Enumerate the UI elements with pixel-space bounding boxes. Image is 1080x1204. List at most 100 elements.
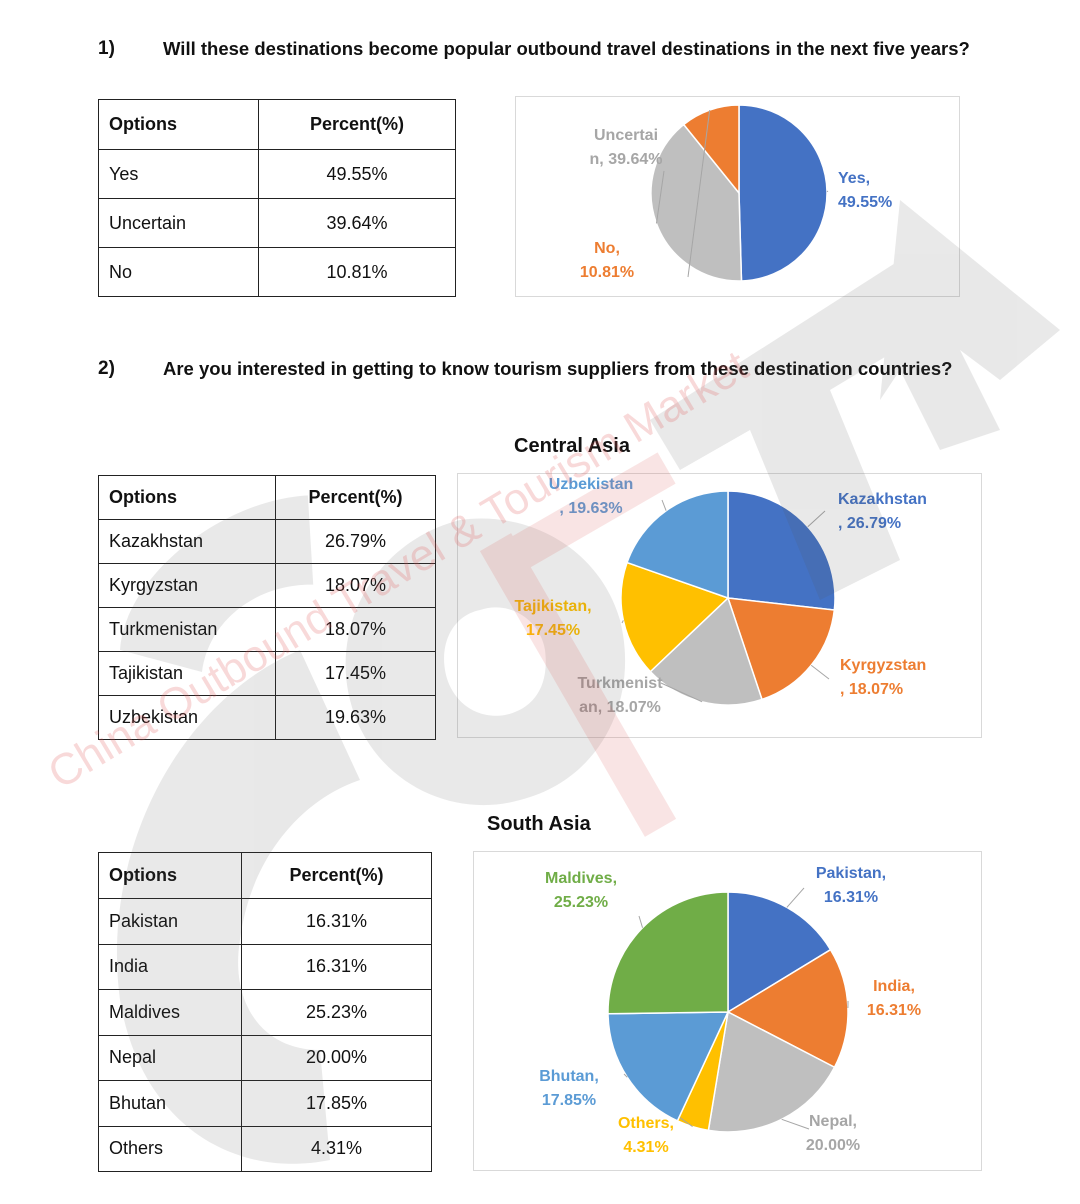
south-asia-table: Options Percent(%) Pakistan 16.31% India 16… [98, 852, 432, 1172]
option-percent: 49.55% [258, 149, 456, 199]
south-asia-title: South Asia [487, 813, 591, 835]
option-label: Pakistan [98, 898, 242, 945]
central-asia-pie-svg: Kazakhstan , 26.79% Kyrgyzstan , 18.07% Turk… [514, 476, 927, 716]
data-label-line: India, [873, 978, 915, 995]
options-header: Options [98, 852, 242, 899]
data-label-line: Yes, [838, 170, 870, 187]
table-row: Turkmenistan 18.07% [98, 607, 436, 652]
question-2-number: 2) [98, 358, 115, 379]
data-label: Uncertai n, 39.64% [590, 127, 663, 168]
option-percent: 10.81% [258, 247, 456, 297]
option-percent: 19.63% [275, 695, 436, 740]
data-label: Nepal, 20.00% [806, 1113, 860, 1154]
option-label: Tajikistan [98, 651, 276, 696]
leader-line [660, 682, 703, 703]
option-label: India [98, 943, 242, 990]
option-percent: 18.07% [275, 563, 436, 608]
data-label-line: , 19.63% [559, 500, 622, 517]
option-label: Yes [98, 149, 259, 199]
data-label: Kyrgyzstan , 18.07% [840, 657, 926, 698]
option-percent: 4.31% [241, 1125, 432, 1172]
leader-line [638, 915, 644, 928]
data-label: Pakistan, 16.31% [816, 865, 886, 906]
data-label-line: 16.31% [867, 1002, 921, 1019]
question-2-text: Are you interested in getting to know to… [163, 358, 953, 379]
leader-line [786, 887, 805, 908]
table-row: India 16.31% [98, 943, 432, 990]
option-label: Others [98, 1125, 242, 1172]
table-row: Others 4.31% [98, 1125, 432, 1172]
option-percent: 17.85% [241, 1080, 432, 1127]
table-row: Nepal 20.00% [98, 1034, 432, 1081]
question-1-text: Will these destinations become popular o… [163, 38, 970, 59]
table-row: Bhutan 17.85% [98, 1080, 432, 1127]
question-1-number: 1) [98, 38, 115, 59]
data-label: Bhutan, 17.85% [539, 1068, 599, 1109]
pie-slice-nepal [707, 1010, 836, 1133]
data-label-line: Bhutan, [539, 1068, 599, 1085]
data-label-line: Kyrgyzstan [840, 657, 926, 674]
option-label: Nepal [98, 1034, 242, 1081]
option-label: Bhutan [98, 1080, 242, 1127]
option-label: Turkmenistan [98, 607, 276, 652]
table-row: Maldives 25.23% [98, 989, 432, 1036]
central-asia-pie-chart: Kazakhstan , 26.79% Kyrgyzstan , 18.07% Turk… [457, 473, 982, 738]
pie-slice-no [682, 104, 740, 196]
data-label: Tajikistan, 17.45% [514, 598, 591, 639]
leader-line [623, 1073, 628, 1078]
data-label-line: 49.55% [838, 194, 892, 211]
data-label: Yes, 49.55% [838, 170, 892, 211]
data-label: Turkmenist an, 18.07% [577, 675, 663, 716]
option-percent: 17.45% [275, 651, 436, 696]
data-label-line: 17.45% [526, 622, 580, 639]
data-label-line: 25.23% [554, 894, 608, 911]
leader-line [826, 190, 829, 193]
data-label-line: Others, [618, 1115, 674, 1132]
q1-options-table: Options Percent(%) Yes 49.55% Uncertain 39.… [98, 99, 456, 297]
data-label-line: 16.31% [824, 889, 878, 906]
percent-header: Percent(%) [275, 475, 436, 520]
table-row: Uncertain 39.64% [98, 198, 456, 248]
option-percent: 20.00% [241, 1034, 432, 1081]
table-row: No 10.81% [98, 247, 456, 297]
option-percent: 18.07% [275, 607, 436, 652]
data-label-line: , 18.07% [840, 681, 903, 698]
pie-slice-yes [738, 104, 828, 282]
data-label-line: , 26.79% [838, 515, 901, 532]
data-label-line: 20.00% [806, 1137, 860, 1154]
table-row: Pakistan 16.31% [98, 898, 432, 945]
data-label: Uzbekistan , 19.63% [549, 476, 633, 517]
data-label: No, 10.81% [580, 240, 634, 281]
leader-line [661, 499, 667, 511]
table-row: Yes 49.55% [98, 149, 456, 199]
leader-line [781, 1118, 810, 1130]
leader-line [810, 664, 830, 680]
option-label: Maldives [98, 989, 242, 1036]
pie-slice-bhutan [607, 1011, 730, 1122]
data-label-line: n, 39.64% [590, 151, 663, 168]
table-row: Kazakhstan 26.79% [98, 519, 436, 564]
leader-line [687, 109, 711, 278]
leader-line [621, 620, 624, 624]
options-header: Options [98, 99, 259, 150]
percent-header: Percent(%) [258, 99, 456, 150]
data-label-line: Maldives, [545, 870, 617, 887]
data-label-line: Kazakhstan [838, 491, 927, 508]
data-label: Others, 4.31% [618, 1115, 674, 1156]
south-asia-pie-svg: Pakistan, 16.31% India, 16.31% Nepal, 20.00% O… [539, 865, 921, 1156]
data-label-line: Nepal, [809, 1113, 857, 1130]
option-percent: 16.31% [241, 943, 432, 990]
pie-slice-kazakhstan [727, 490, 836, 611]
option-percent: 16.31% [241, 898, 432, 945]
data-label-line: No, [594, 240, 620, 257]
pie-slice-pakistan [727, 891, 832, 1014]
pie-slice-india [726, 948, 849, 1069]
central-asia-title: Central Asia [514, 435, 630, 457]
option-label: Uzbekistan [98, 695, 276, 740]
data-label: India, 16.31% [867, 978, 921, 1019]
option-label: Uncertain [98, 198, 259, 248]
q1-pie-chart: Yes, 49.55% Uncertai n, 39.64% No, 10.81% [515, 96, 960, 297]
q1-pie-svg: Yes, 49.55% Uncertai n, 39.64% No, 10.81% [580, 104, 892, 282]
table-row: Tajikistan 17.45% [98, 651, 436, 696]
data-label-line: Tajikistan, [514, 598, 591, 615]
